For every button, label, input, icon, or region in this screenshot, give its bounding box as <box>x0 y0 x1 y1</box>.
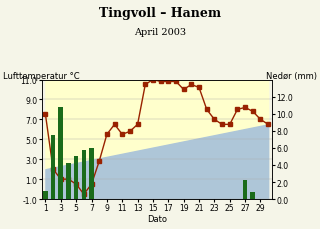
Bar <box>74 157 78 199</box>
Bar <box>251 192 255 199</box>
Bar <box>59 107 63 199</box>
Bar <box>66 164 71 199</box>
Bar <box>43 191 48 199</box>
Text: Lufttemperatur °C: Lufttemperatur °C <box>3 72 80 81</box>
Text: Tingvoll – Hanem: Tingvoll – Hanem <box>99 7 221 20</box>
Bar <box>243 180 247 199</box>
Bar <box>89 148 94 199</box>
Bar <box>51 135 55 199</box>
Text: April 2003: April 2003 <box>134 27 186 36</box>
X-axis label: Dato: Dato <box>147 214 167 223</box>
Text: Nedør (mm): Nedør (mm) <box>266 72 317 81</box>
Bar <box>82 150 86 199</box>
